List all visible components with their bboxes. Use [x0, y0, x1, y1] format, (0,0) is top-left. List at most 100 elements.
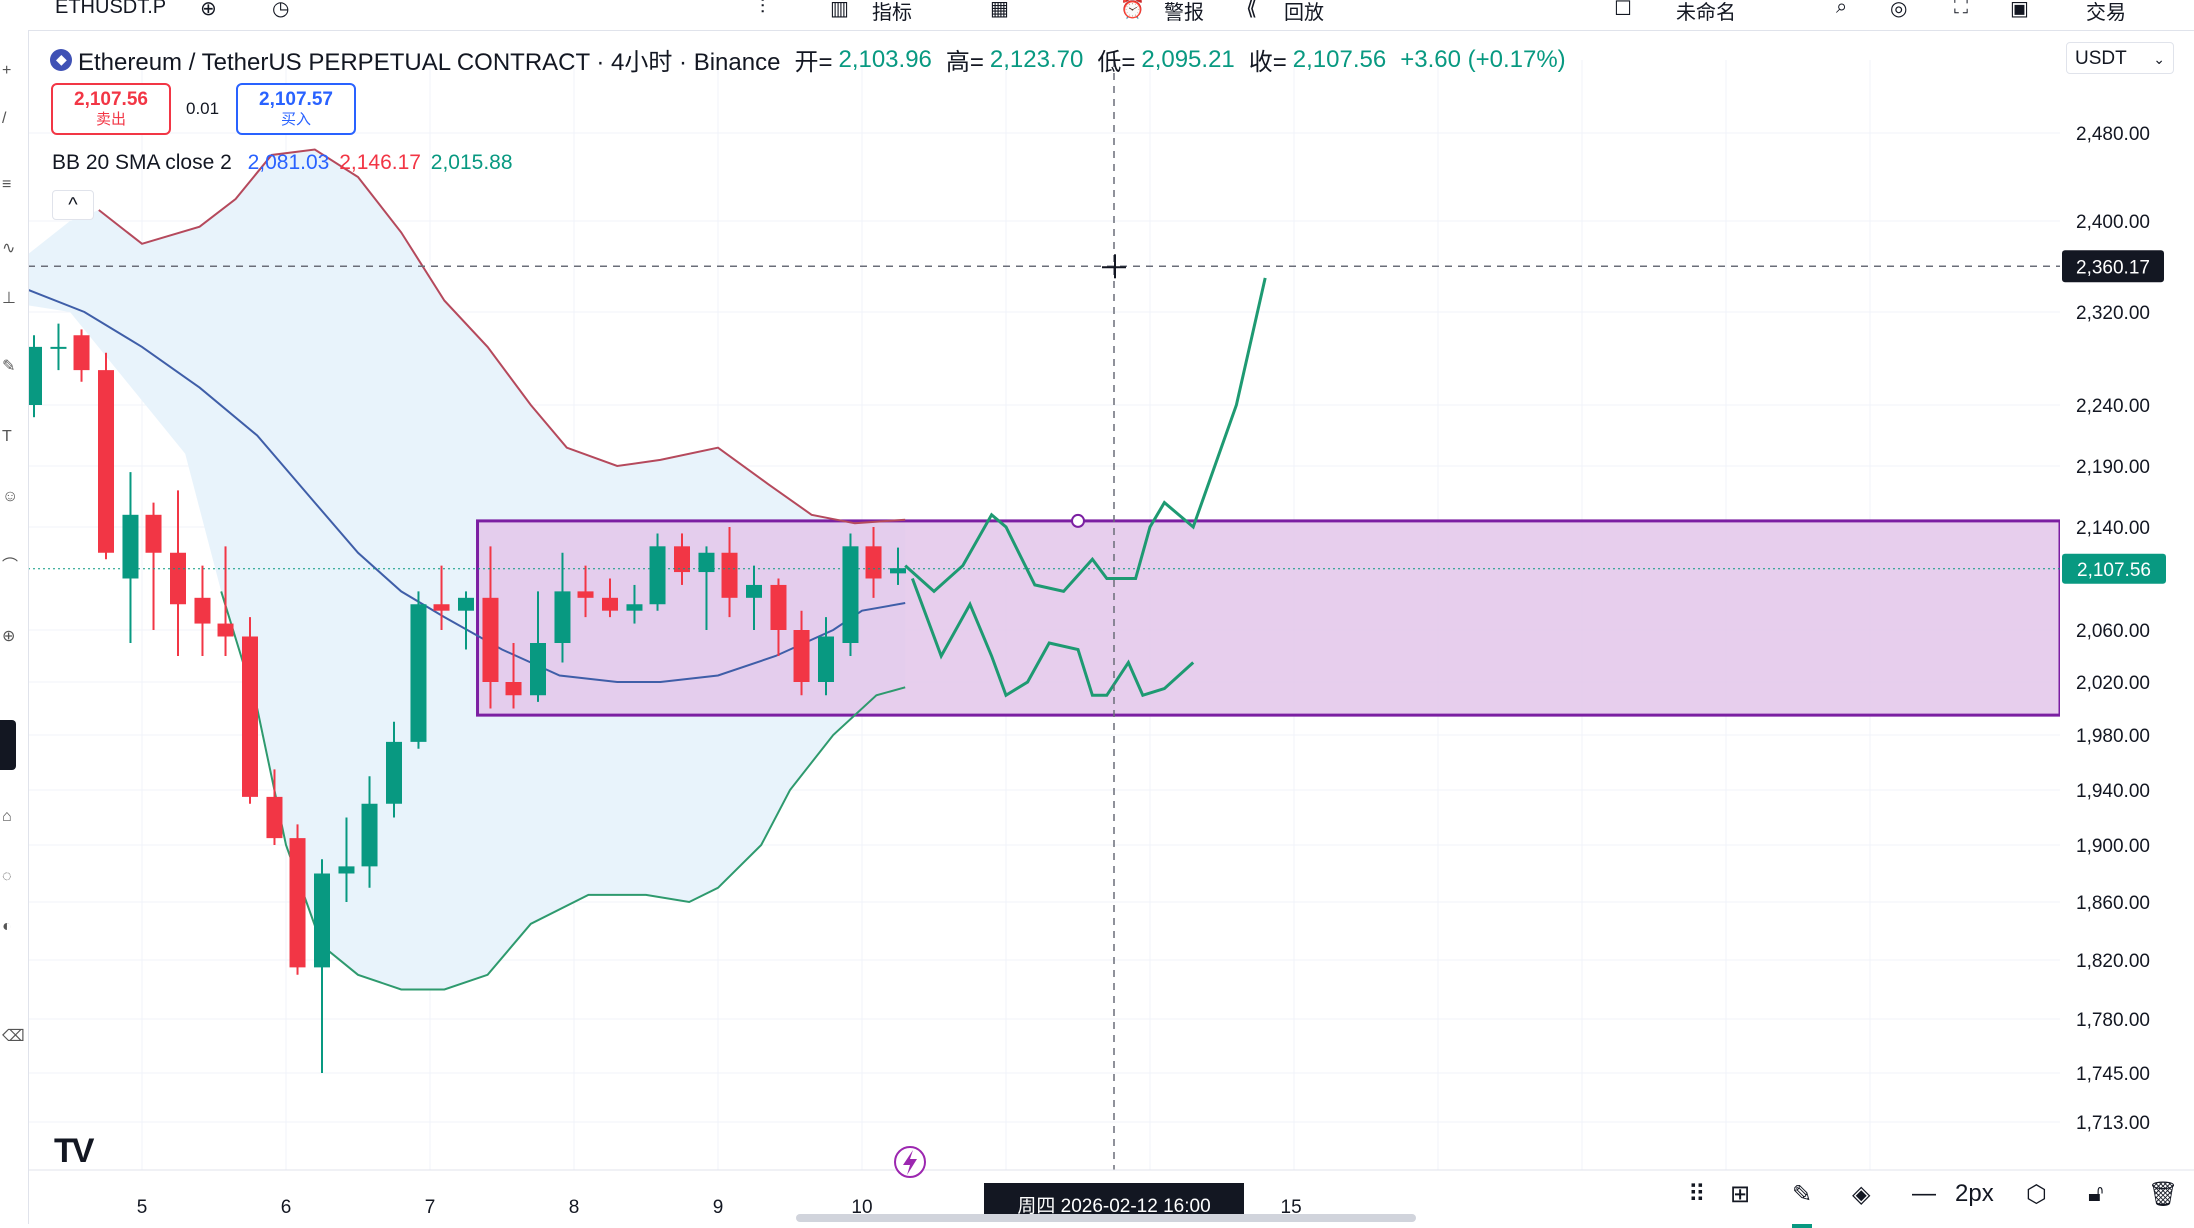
- ruler-tool-icon[interactable]: ⌒: [2, 558, 19, 575]
- candle-body: [242, 636, 258, 797]
- range-box-handle[interactable]: [1071, 513, 1085, 528]
- chevron-down-icon: ⌄: [2153, 51, 2165, 67]
- bollinger-legend[interactable]: BB 20 SMA close 2 2,081.03 2,146.17 2,01…: [52, 151, 513, 175]
- candle-body: [145, 514, 162, 553]
- alert-button[interactable]: 警报: [1164, 2, 1204, 24]
- layout-icon[interactable]: ▦: [990, 0, 1009, 20]
- price-axis-ticks: 2,480.00 2,400.00 2,320.00 2,240.00 2,190.00…: [2076, 124, 2150, 1134]
- symbol-title[interactable]: Ethereum / TetherUS PERPETUAL CONTRACT ·…: [78, 49, 781, 76]
- replay-icon[interactable]: ⟪: [1246, 0, 1258, 20]
- buy-button[interactable]: 2,107.57 买入: [236, 83, 356, 135]
- range-box-drawing[interactable]: [476, 519, 2062, 717]
- candle-body: [73, 335, 90, 371]
- price-tick-label: 2,060.00: [2076, 621, 2150, 642]
- brush-drawing-down[interactable]: [910, 577, 1195, 698]
- pattern-tool-icon[interactable]: ∿: [2, 240, 16, 257]
- svg-text:周四 2026-02-12 16:00: 周四 2026-02-12 16:00: [1017, 1196, 1210, 1217]
- brush-tool-icon[interactable]: ✎: [2, 358, 16, 375]
- bb-lower-value: 2,015.88: [430, 151, 513, 174]
- layout-name[interactable]: 未命名: [1676, 2, 1736, 24]
- collapse-legend-button[interactable]: ^: [52, 190, 94, 220]
- time-scroll-bar[interactable]: [796, 1214, 1416, 1222]
- compare-icon[interactable]: ⊕: [200, 0, 217, 20]
- time-tick-label: 15: [1281, 1197, 1302, 1218]
- candle-body: [746, 584, 762, 598]
- trend-line-tool-icon[interactable]: /: [2, 110, 7, 127]
- price-tick-label: 1,713.00: [2076, 1113, 2150, 1134]
- chart-type-icon[interactable]: ⫶: [760, 0, 765, 18]
- tradingview-logo-icon[interactable]: TV: [54, 1132, 94, 1170]
- time-tick-label: 9: [713, 1197, 724, 1218]
- snapshot-icon[interactable]: ▣: [2010, 0, 2029, 20]
- alert-icon[interactable]: ⏰: [1120, 0, 1145, 20]
- cloud-icon[interactable]: ☐: [1614, 0, 1632, 20]
- time-tick-label: 8: [569, 1197, 580, 1218]
- trash-tool-icon[interactable]: ⌫: [2, 1028, 25, 1045]
- price-axis[interactable]: [2060, 110, 2194, 1170]
- price-tick-label: 2,140.00: [2076, 518, 2150, 539]
- price-tick-label: 2,400.00: [2076, 212, 2150, 233]
- candle-body: [98, 370, 114, 553]
- drag-handle-icon[interactable]: ⠿: [1688, 1181, 1706, 1208]
- symbol-search-field[interactable]: ETHUSDT.P: [55, 0, 167, 18]
- candle-body: [865, 546, 882, 579]
- currency-select[interactable]: USDT ⌄: [2066, 42, 2174, 74]
- trash-icon[interactable]: 🗑︎: [2148, 1181, 2179, 1208]
- low-value: 2,095.21: [1141, 45, 1235, 73]
- time-tick-label: 10: [851, 1197, 872, 1218]
- indicators-icon[interactable]: ▥: [830, 0, 849, 20]
- brush-drawing-up[interactable]: [904, 277, 1267, 594]
- sell-button[interactable]: 2,107.56 卖出: [51, 83, 171, 135]
- icon-tool-icon[interactable]: ☺: [2, 488, 19, 505]
- hide-tool-icon[interactable]: ◌: [2, 868, 12, 885]
- fib-tool-icon[interactable]: ≡: [2, 176, 12, 193]
- pencil-icon[interactable]: ✎: [1792, 1180, 1813, 1228]
- line-style-icon[interactable]: —: [1912, 1180, 1936, 1207]
- open-label: 开=: [794, 49, 833, 76]
- magnet-tool-icon[interactable]: [0, 720, 16, 770]
- crosshair-tool-icon[interactable]: +: [2, 62, 12, 79]
- line-width-label[interactable]: 2px: [1955, 1180, 1994, 1207]
- candle-body: [505, 682, 522, 696]
- candle-body: [50, 346, 67, 349]
- lock-icon[interactable]: 🔓︎: [2088, 1180, 2104, 1207]
- search-icon[interactable]: ⌕: [1836, 0, 1848, 18]
- lightning-icon[interactable]: [894, 1146, 926, 1178]
- lock-tool-icon[interactable]: ⌂: [2, 808, 12, 825]
- crosshair-price-tag: 2,360.17: [2062, 250, 2164, 283]
- ethereum-logo-icon: ◆: [50, 48, 72, 71]
- candle-body: [410, 604, 427, 742]
- price-tick-label: 2,020.00: [2076, 673, 2150, 694]
- projection-tool-icon[interactable]: ⊥: [2, 290, 16, 307]
- candle-body: [793, 630, 810, 682]
- close-value: 2,107.56: [1292, 45, 1387, 73]
- crosshair-cursor-icon: [1102, 254, 1126, 279]
- candle-body: [338, 866, 355, 874]
- add-group-icon[interactable]: ⊞: [1730, 1181, 1751, 1208]
- candle-body: [554, 591, 571, 643]
- text-tool-icon[interactable]: T: [2, 428, 12, 445]
- candle-body: [122, 514, 139, 579]
- bb-upper-value: 2,146.17: [339, 151, 421, 174]
- indicators-button[interactable]: 指标: [872, 2, 912, 24]
- replay-button[interactable]: 回放: [1284, 2, 1324, 24]
- currency-label: USDT: [2075, 48, 2127, 69]
- candle-body: [289, 838, 306, 968]
- candle-body: [818, 636, 834, 682]
- fullscreen-icon[interactable]: ⛶: [1954, 0, 1968, 18]
- eye-tool-icon[interactable]: ◐: [2, 918, 12, 935]
- price-tick-label: 1,780.00: [2076, 1010, 2150, 1031]
- candle-body: [217, 623, 234, 637]
- candle-body: [482, 597, 499, 682]
- camera-icon[interactable]: ◎: [1890, 0, 1908, 20]
- candle-body: [433, 604, 450, 611]
- trade-button[interactable]: 交易: [2086, 2, 2126, 24]
- history-icon[interactable]: ◷: [272, 0, 290, 20]
- zoom-tool-icon[interactable]: ⊕: [2, 628, 16, 645]
- candle-body: [26, 346, 42, 405]
- fill-color-icon[interactable]: ◈: [1852, 1181, 1871, 1208]
- settings-icon[interactable]: ⬡: [2026, 1181, 2047, 1208]
- change-value: +3.60 (+0.17%): [1400, 45, 1566, 73]
- candle-body: [194, 597, 211, 624]
